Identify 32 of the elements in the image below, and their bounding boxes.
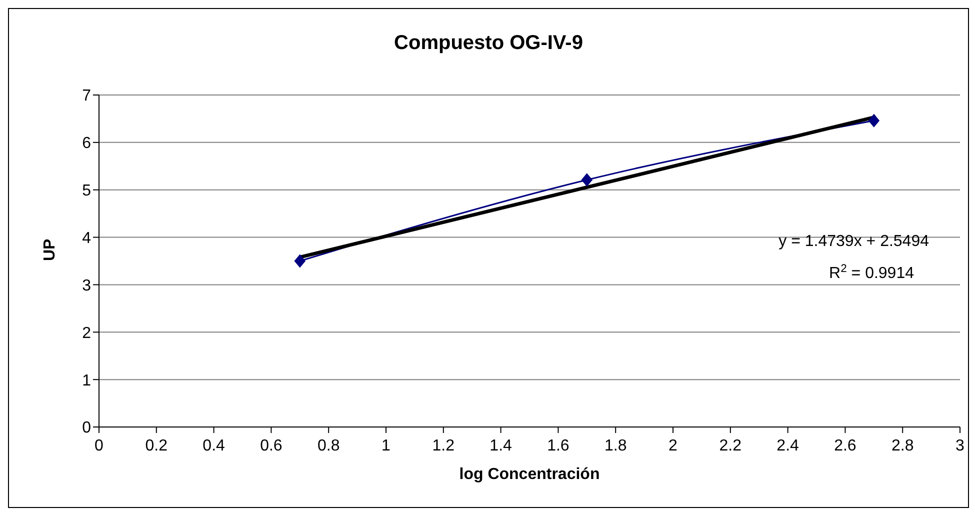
x-tick-label: 2.4 [776, 437, 800, 454]
x-tick-label: 3 [956, 437, 965, 454]
x-tick-label: 2.6 [834, 437, 856, 454]
y-axis-title: UP [42, 238, 59, 261]
x-tick-label: 1.6 [547, 437, 570, 454]
annotation: y = 1.4739x + 2.5494 [778, 233, 930, 250]
x-tick-label: 0.8 [317, 437, 340, 454]
x-tick-label: 0.4 [202, 437, 226, 454]
x-tick-label: 2.8 [891, 437, 914, 454]
y-tick-label: 3 [82, 277, 92, 294]
y-tick-label: 0 [82, 420, 92, 437]
x-tick-label: 0.2 [145, 437, 168, 454]
x-tick-label: 0.6 [260, 437, 282, 454]
chart-title: Compuesto OG-IV-9 [394, 32, 583, 54]
point [868, 114, 880, 128]
y-tick-label: 7 [82, 88, 92, 105]
point [294, 254, 306, 268]
x-tick-label: 1 [382, 437, 391, 454]
annotation: R$^{2}$ = 0.9914 [829, 263, 914, 282]
y-tick-label: 6 [82, 135, 92, 152]
y-tick-label: 4 [82, 230, 92, 247]
x-tick-label: 2.2 [719, 437, 742, 454]
y-tick-label: 5 [82, 182, 92, 200]
x-tick-label: 2 [668, 437, 678, 454]
x-tick-label: 1.4 [490, 437, 512, 454]
y-tick-label: 2 [82, 324, 92, 342]
x-tick-label: 1.2 [432, 437, 455, 454]
point [581, 173, 592, 186]
y-tick-label: 1 [82, 372, 92, 390]
x-tick-label: 0 [94, 437, 104, 454]
x-tick-label: 1.8 [604, 437, 627, 454]
x-axis-title: log Concentración [459, 466, 600, 483]
